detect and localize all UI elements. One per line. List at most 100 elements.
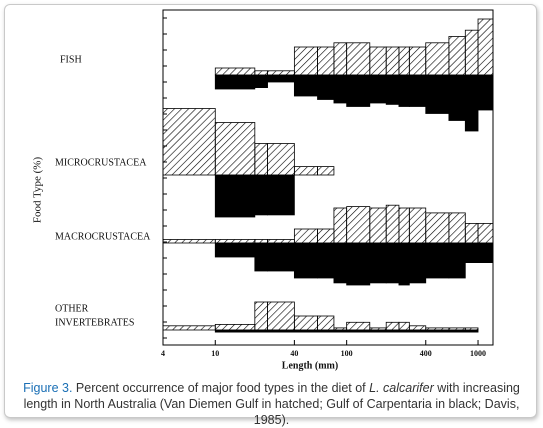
caption-text: Percent occurrence of major food types i… xyxy=(72,381,370,395)
hatched-bar xyxy=(398,207,410,244)
solid-bar xyxy=(464,329,479,333)
caption-text: with increasing length in North Australi… xyxy=(23,381,520,427)
hatched-bar xyxy=(408,46,427,76)
row-label: FISH xyxy=(60,54,82,65)
x-axis-label: Length (mm) xyxy=(282,360,338,371)
hatched-bar xyxy=(293,166,318,176)
solid-bar xyxy=(317,329,335,333)
solid-bar xyxy=(408,242,427,284)
hatched-bar xyxy=(267,143,295,176)
hatched-bar xyxy=(214,323,256,331)
solid-bar xyxy=(254,329,268,333)
solid-bar xyxy=(425,329,450,333)
solid-bar xyxy=(408,329,427,333)
hatched-bar xyxy=(267,301,295,331)
hatched-bar xyxy=(254,143,268,176)
x-tick-label: 400 xyxy=(420,349,432,358)
hatched-bar xyxy=(214,239,256,244)
solid-bar xyxy=(369,329,387,333)
hatched-bar xyxy=(369,207,387,244)
solid-bar xyxy=(448,74,466,121)
solid-bar xyxy=(408,74,427,107)
solid-bar xyxy=(317,74,335,100)
hatched-bar xyxy=(214,122,256,176)
solid-bar xyxy=(346,74,371,107)
solid-bar xyxy=(333,242,348,284)
solid-bar xyxy=(254,174,268,216)
solid-bar xyxy=(293,329,318,333)
row-label: MICROCRUSTACEA xyxy=(55,157,147,168)
hatched-bar xyxy=(317,166,335,176)
caption-label: Figure 3. xyxy=(23,381,73,395)
solid-bar xyxy=(267,74,295,83)
x-tick-label: 100 xyxy=(341,349,353,358)
hatched-bar xyxy=(254,239,268,244)
hatched-bar xyxy=(317,228,335,244)
hatched-bar xyxy=(369,46,387,76)
solid-bar xyxy=(477,242,494,264)
solid-bar xyxy=(267,242,295,272)
solid-bar xyxy=(425,242,450,279)
hatched-bar xyxy=(408,325,427,331)
x-tick-label: 10 xyxy=(211,349,219,358)
hatched-bar xyxy=(425,212,450,244)
hatched-bar xyxy=(293,228,318,244)
caption-species: L. calcarifer xyxy=(369,381,434,395)
hatched-bar xyxy=(464,222,479,244)
hatched-bar xyxy=(346,206,371,244)
x-tick-label: 40 xyxy=(290,349,298,358)
solid-bar xyxy=(425,74,450,114)
solid-bar xyxy=(254,74,268,89)
solid-bar xyxy=(346,329,371,333)
x-tick-label: 4 xyxy=(161,349,165,358)
solid-bar xyxy=(369,242,387,284)
solid-bar xyxy=(448,329,466,333)
solid-bar xyxy=(398,242,410,286)
hatched-bar xyxy=(346,42,371,76)
x-tick-label: 1000 xyxy=(470,349,486,358)
solid-bar xyxy=(398,74,410,107)
hatched-bar xyxy=(333,42,348,76)
hatched-bar xyxy=(385,46,400,76)
solid-bar xyxy=(385,329,400,333)
hatched-bar xyxy=(346,321,371,331)
y-axis-label: Food Type (%) xyxy=(32,157,44,224)
hatched-bar xyxy=(293,315,318,331)
solid-bar xyxy=(293,74,318,97)
solid-bar xyxy=(385,74,400,105)
solid-bar xyxy=(214,174,256,218)
hatched-bar xyxy=(162,108,216,176)
solid-bar xyxy=(317,242,335,279)
hatched-bar xyxy=(162,325,216,331)
solid-bar xyxy=(448,242,466,279)
hatched-bar xyxy=(214,67,256,76)
hatched-bar xyxy=(162,239,216,244)
hatched-bar xyxy=(317,315,335,331)
chart: Length (mm) Food Type (%) 4 10 40 100 400 100… xyxy=(32,9,494,371)
hatched-bar xyxy=(425,42,450,76)
solid-bar xyxy=(214,74,256,90)
hatched-bar xyxy=(464,29,479,76)
hatched-bar xyxy=(317,46,335,76)
hatched-bar xyxy=(267,70,295,76)
hatched-bar xyxy=(254,301,268,331)
hatched-bar xyxy=(448,212,466,244)
solid-bar xyxy=(346,242,371,286)
row-label: OTHER xyxy=(55,303,89,314)
solid-bar xyxy=(214,242,256,258)
solid-bar xyxy=(464,242,479,264)
hatched-bar xyxy=(385,321,400,331)
hatched-bar xyxy=(398,46,410,76)
solid-bar xyxy=(333,329,348,333)
solid-bar xyxy=(214,329,256,333)
row-label: INVERTEBRATES xyxy=(55,317,134,328)
hatched-bar xyxy=(333,207,348,244)
solid-bar xyxy=(293,242,318,279)
solid-bar xyxy=(477,74,494,111)
hatched-bar xyxy=(385,204,400,244)
hatched-bar xyxy=(448,36,466,76)
caption: Figure 3. Percent occurrence of major fo… xyxy=(14,380,529,428)
hatched-bar xyxy=(408,207,427,244)
solid-bar xyxy=(398,329,410,333)
